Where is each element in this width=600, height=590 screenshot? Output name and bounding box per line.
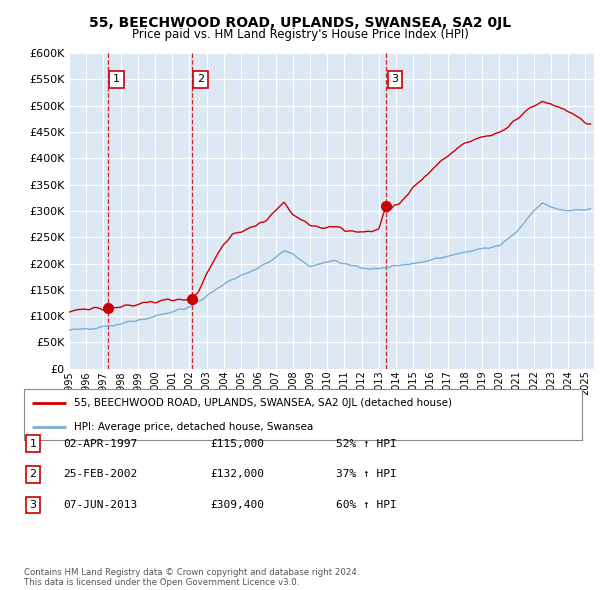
Text: 52% ↑ HPI: 52% ↑ HPI [336, 439, 397, 448]
Text: Contains HM Land Registry data © Crown copyright and database right 2024.
This d: Contains HM Land Registry data © Crown c… [24, 568, 359, 587]
Text: Price paid vs. HM Land Registry's House Price Index (HPI): Price paid vs. HM Land Registry's House … [131, 28, 469, 41]
Text: 07-JUN-2013: 07-JUN-2013 [63, 500, 137, 510]
Text: 37% ↑ HPI: 37% ↑ HPI [336, 470, 397, 479]
Text: 2: 2 [29, 470, 37, 479]
Text: HPI: Average price, detached house, Swansea: HPI: Average price, detached house, Swan… [74, 422, 313, 432]
Text: £132,000: £132,000 [210, 470, 264, 479]
Text: £115,000: £115,000 [210, 439, 264, 448]
Text: 60% ↑ HPI: 60% ↑ HPI [336, 500, 397, 510]
Text: £309,400: £309,400 [210, 500, 264, 510]
Text: 3: 3 [29, 500, 37, 510]
Text: 02-APR-1997: 02-APR-1997 [63, 439, 137, 448]
Text: 55, BEECHWOOD ROAD, UPLANDS, SWANSEA, SA2 0JL (detached house): 55, BEECHWOOD ROAD, UPLANDS, SWANSEA, SA… [74, 398, 452, 408]
Text: 2: 2 [197, 74, 205, 84]
Text: 1: 1 [113, 74, 120, 84]
Text: 3: 3 [391, 74, 398, 84]
Text: 25-FEB-2002: 25-FEB-2002 [63, 470, 137, 479]
Text: 1: 1 [29, 439, 37, 448]
Text: 55, BEECHWOOD ROAD, UPLANDS, SWANSEA, SA2 0JL: 55, BEECHWOOD ROAD, UPLANDS, SWANSEA, SA… [89, 16, 511, 30]
